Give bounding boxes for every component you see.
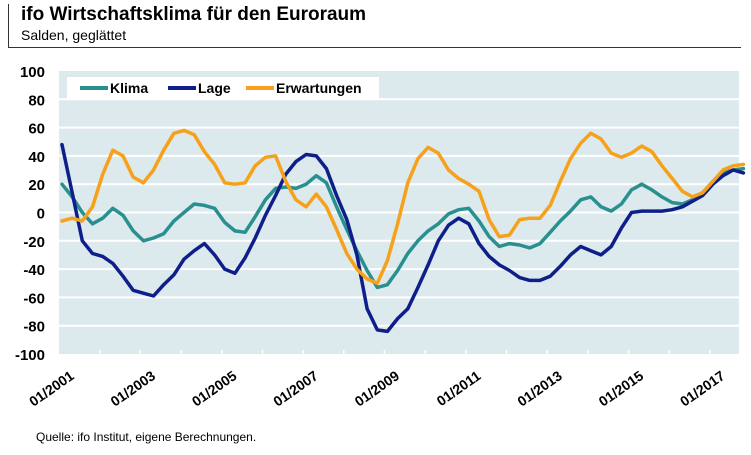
x-tick-label: 01/2001 (26, 367, 77, 409)
series-line-klima (60, 166, 746, 290)
legend-label-erwartungen: Erwartungen (276, 80, 362, 96)
series-line-erwartungen (60, 128, 746, 286)
legend-label-lage: Lage (198, 80, 231, 96)
legend-box (67, 77, 379, 99)
x-tick-label: 01/2013 (514, 367, 565, 409)
y-tick-label: 100 (20, 64, 45, 81)
x-axis-ticks: 01/2001 01/2003 01/2005 01/2007 01/2009 01/20… (26, 350, 728, 409)
y-tick-label: 0 (37, 206, 45, 223)
y-tick-label: 40 (28, 149, 45, 166)
series-line-lage (60, 142, 746, 334)
series-lines (60, 128, 746, 334)
x-tick-label: 01/2011 (434, 367, 484, 409)
x-tick-label: 01/2007 (270, 367, 321, 409)
y-tick-label: -40 (23, 262, 45, 279)
y-tick-label: -60 (23, 290, 45, 307)
y-tick-label: 60 (28, 121, 45, 138)
y-tick-label: 20 (28, 177, 45, 194)
chart-title: ifo Wirtschaftsklima für den Euroraum (21, 4, 367, 25)
y-tick-label: -20 (23, 234, 45, 251)
y-axis-ticks: 100 80 60 40 20 0 -20 -40 -60 -80 -100 (15, 64, 45, 364)
x-tick-label: 01/2017 (677, 367, 728, 409)
legend: Klima Lage Erwartungen (67, 77, 379, 99)
x-tick-label: 01/2009 (352, 367, 403, 409)
title-block: ifo Wirtschaftsklima für den Euroraum Sa… (8, 4, 741, 48)
x-tick-label: 01/2015 (596, 367, 647, 409)
x-tick-label: 01/2003 (107, 367, 158, 409)
source-note: Quelle: ifo Institut, eigene Berechnunge… (36, 430, 257, 444)
x-tick-label: 01/2005 (189, 367, 240, 409)
chart-subtitle: Salden, geglättet (21, 27, 127, 43)
legend-label-klima: Klima (110, 80, 148, 96)
y-tick-label: -80 (23, 319, 45, 336)
y-tick-label: 80 (28, 92, 45, 109)
y-tick-label: -100 (15, 347, 45, 364)
